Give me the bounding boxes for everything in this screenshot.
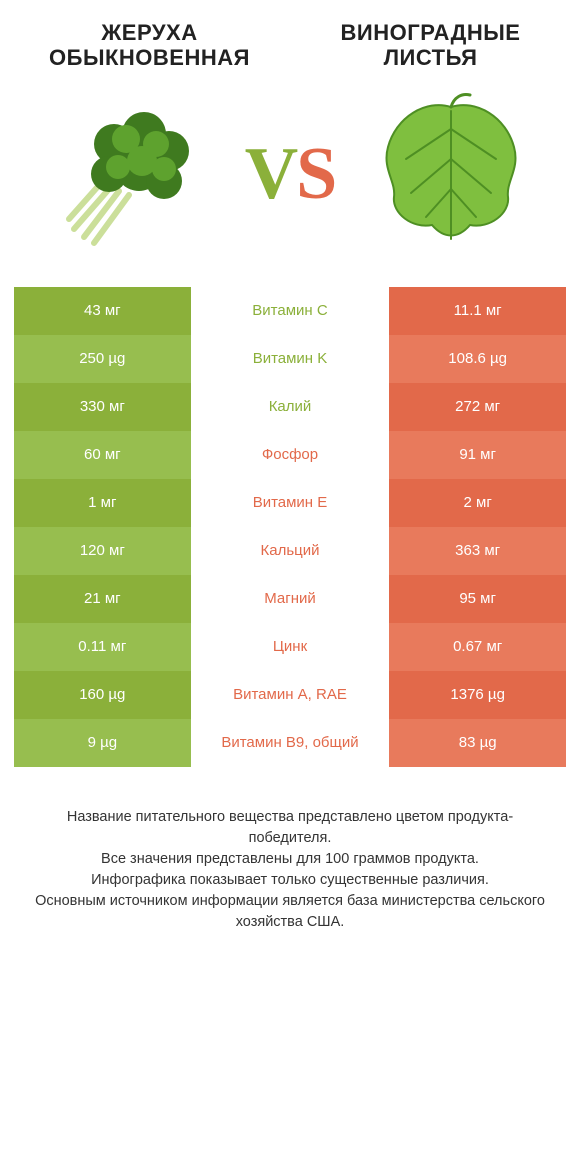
value-left: 250 µg xyxy=(14,335,191,383)
value-right: 363 мг xyxy=(389,527,566,575)
nutrient-label-text: Кальций xyxy=(254,542,325,559)
table-row: 21 мг Магний 95 мг xyxy=(14,575,566,623)
product-image-left xyxy=(44,89,214,259)
table-row: 43 мг Витамин C 11.1 мг xyxy=(14,287,566,335)
value-right: 2 мг xyxy=(389,479,566,527)
table-row: 9 µg Витамин B9, общий 83 µg xyxy=(14,719,566,767)
footer-line: Все значения представлены для 100 граммо… xyxy=(32,849,548,870)
vs-label: VS xyxy=(245,137,336,211)
nutrient-label: Витамин E xyxy=(191,479,390,527)
value-left: 160 µg xyxy=(14,671,191,719)
nutrient-label-text: Цинк xyxy=(267,638,313,655)
nutrient-label-text: Калий xyxy=(263,398,318,415)
table-row: 1 мг Витамин E 2 мг xyxy=(14,479,566,527)
value-left: 330 мг xyxy=(14,383,191,431)
nutrient-label-text: Витамин K xyxy=(247,350,334,367)
footer-line: Название питательного вещества представл… xyxy=(32,807,548,849)
table-row: 120 мг Кальций 363 мг xyxy=(14,527,566,575)
nutrient-label-text: Витамин E xyxy=(247,494,334,511)
title-left: ЖЕРУХА ОБЫКНОВЕННАЯ xyxy=(14,20,285,71)
value-left: 9 µg xyxy=(14,719,191,767)
nutrient-label: Витамин B9, общий xyxy=(191,719,390,767)
value-left: 60 мг xyxy=(14,431,191,479)
value-right: 95 мг xyxy=(389,575,566,623)
vs-v: V xyxy=(245,133,296,215)
table-row: 330 мг Калий 272 мг xyxy=(14,383,566,431)
footer-line: Основным источником информации является … xyxy=(32,891,548,933)
value-right: 11.1 мг xyxy=(389,287,566,335)
product-image-right xyxy=(366,89,536,259)
nutrient-label-text: Витамин C xyxy=(246,302,333,319)
value-right: 0.67 мг xyxy=(389,623,566,671)
value-left: 21 мг xyxy=(14,575,191,623)
nutrient-label: Фосфор xyxy=(191,431,390,479)
nutrient-label: Витамин A, RAE xyxy=(191,671,390,719)
table-row: 160 µg Витамин A, RAE 1376 µg xyxy=(14,671,566,719)
nutrient-label-text: Витамин B9, общий xyxy=(215,734,364,751)
nutrient-label: Витамин K xyxy=(191,335,390,383)
value-left: 120 мг xyxy=(14,527,191,575)
title-right: ВИНОГРАДНЫЕ ЛИСТЬЯ xyxy=(295,20,566,71)
infographic-root: ЖЕРУХА ОБЫКНОВЕННАЯ ВИНОГРАДНЫЕ ЛИСТЬЯ xyxy=(0,0,580,963)
nutrient-label-text: Витамин A, RAE xyxy=(227,686,353,703)
titles-row: ЖЕРУХА ОБЫКНОВЕННАЯ ВИНОГРАДНЫЕ ЛИСТЬЯ xyxy=(14,20,566,71)
nutrient-label: Магний xyxy=(191,575,390,623)
table-row: 250 µg Витамин K 108.6 µg xyxy=(14,335,566,383)
value-right: 91 мг xyxy=(389,431,566,479)
value-right: 1376 µg xyxy=(389,671,566,719)
table-row: 0.11 мг Цинк 0.67 мг xyxy=(14,623,566,671)
comparison-table: 43 мг Витамин C 11.1 мг 250 µg Витамин K 108.… xyxy=(14,287,566,767)
table-row: 60 мг Фосфор 91 мг xyxy=(14,431,566,479)
value-left: 1 мг xyxy=(14,479,191,527)
nutrient-label-text: Фосфор xyxy=(256,446,324,463)
nutrient-label: Кальций xyxy=(191,527,390,575)
value-right: 83 µg xyxy=(389,719,566,767)
value-left: 0.11 мг xyxy=(14,623,191,671)
value-right: 272 мг xyxy=(389,383,566,431)
nutrient-label-text: Магний xyxy=(258,590,322,607)
hero-row: VS xyxy=(14,89,566,287)
footer-notes: Название питательного вещества представл… xyxy=(14,807,566,933)
value-right: 108.6 µg xyxy=(389,335,566,383)
nutrient-label: Цинк xyxy=(191,623,390,671)
footer-line: Инфографика показывает только существенн… xyxy=(32,870,548,891)
nutrient-label: Витамин C xyxy=(191,287,390,335)
nutrient-label: Калий xyxy=(191,383,390,431)
vs-s: S xyxy=(296,133,335,215)
value-left: 43 мг xyxy=(14,287,191,335)
